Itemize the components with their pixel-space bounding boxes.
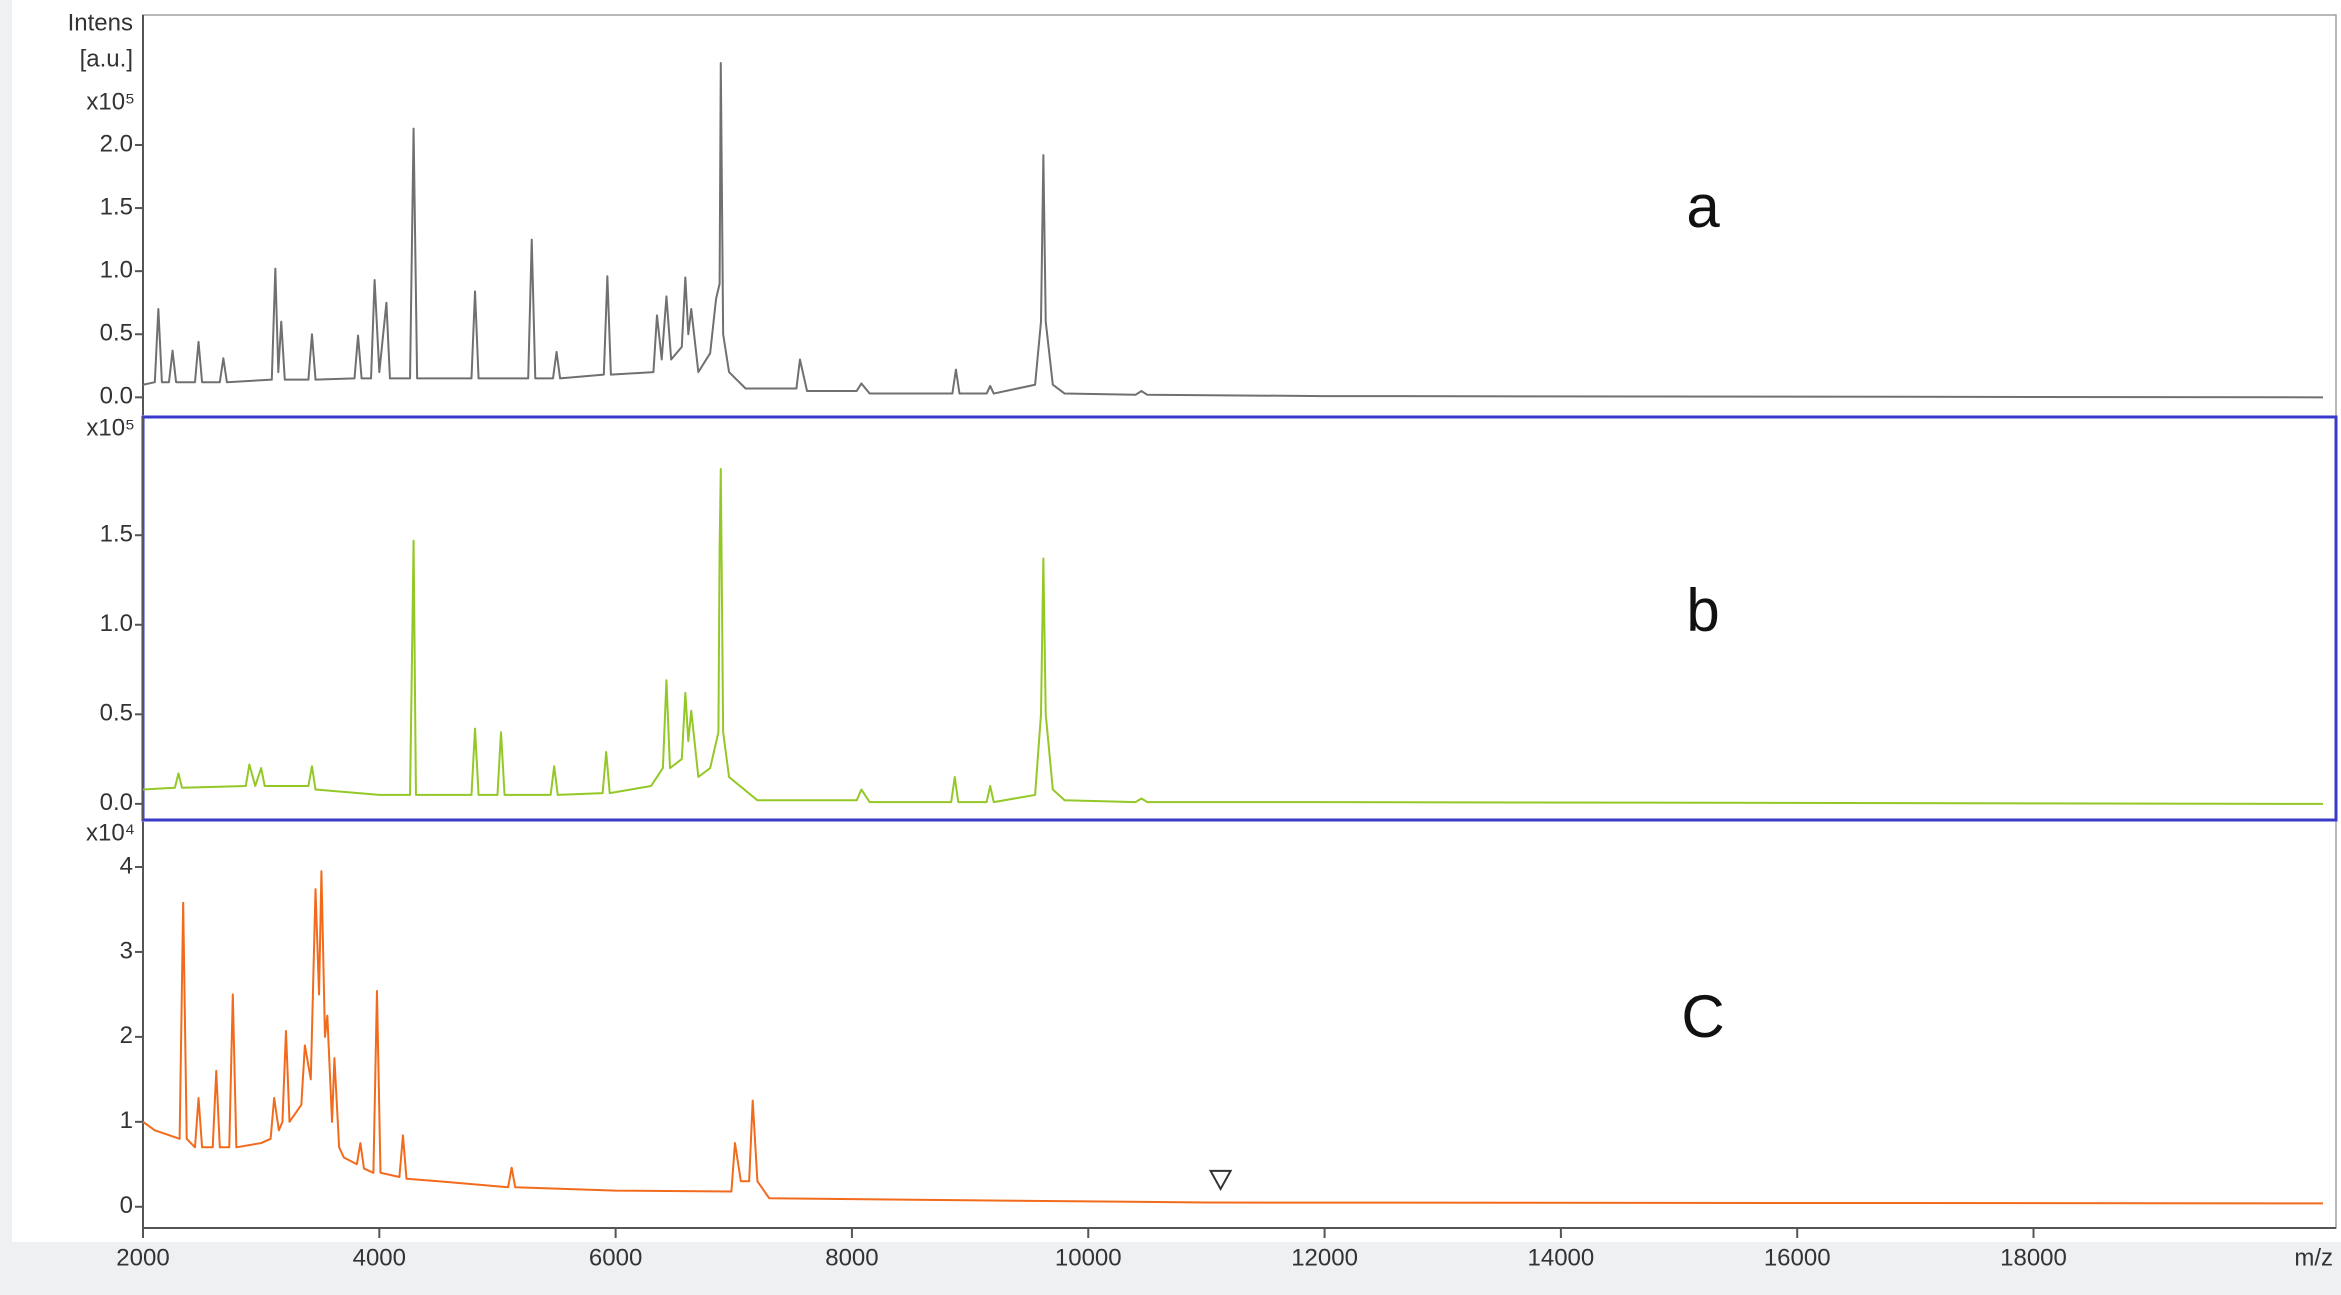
panel-label: b	[1686, 576, 1719, 643]
y-tick-label: 1	[120, 1107, 133, 1134]
y-tick-label: 3	[120, 937, 133, 964]
y-tick-label: 1.5	[100, 521, 133, 548]
x-tick-label: 14000	[1528, 1244, 1595, 1271]
x-tick-label: 16000	[1764, 1244, 1831, 1271]
spectrum-line	[142, 870, 2324, 1205]
y-axis-label: Intens	[68, 9, 133, 36]
x-tick-label: 8000	[825, 1244, 878, 1271]
y-tick-label: 0.0	[100, 789, 133, 816]
y-multiplier: x10⁵	[86, 414, 135, 441]
x-tick-label: 4000	[353, 1244, 406, 1271]
y-tick-label: 0.5	[100, 320, 133, 347]
spectrum-line	[142, 61, 2324, 399]
y-axis-label: [a.u.]	[80, 45, 133, 72]
x-tick-label: 2000	[116, 1244, 169, 1271]
x-tick-label: 10000	[1055, 1244, 1122, 1271]
y-tick-label: 1.5	[100, 193, 133, 220]
y-tick-label: 0.0	[100, 383, 133, 410]
y-tick-label: 2	[120, 1022, 133, 1049]
y-multiplier: x10⁴	[86, 819, 135, 846]
y-tick-label: 0.5	[100, 700, 133, 727]
spectrum-line	[142, 467, 2324, 805]
x-axis-label: m/z	[2294, 1244, 2333, 1271]
peak-marker	[1208, 1169, 1233, 1191]
x-tick-label: 12000	[1291, 1244, 1358, 1271]
y-tick-label: 1.0	[100, 256, 133, 283]
y-tick-label: 2.0	[100, 130, 133, 157]
x-tick-label: 6000	[589, 1244, 642, 1271]
panel-label: C	[1681, 983, 1724, 1050]
y-multiplier: x10⁵	[86, 88, 135, 115]
y-tick-label: 4	[120, 852, 133, 879]
plot-background	[12, 0, 2341, 1242]
x-tick-label: 18000	[2000, 1244, 2067, 1271]
y-tick-label: 1.0	[100, 610, 133, 637]
panel-label: a	[1686, 173, 1720, 240]
y-tick-label: 0	[120, 1192, 133, 1219]
